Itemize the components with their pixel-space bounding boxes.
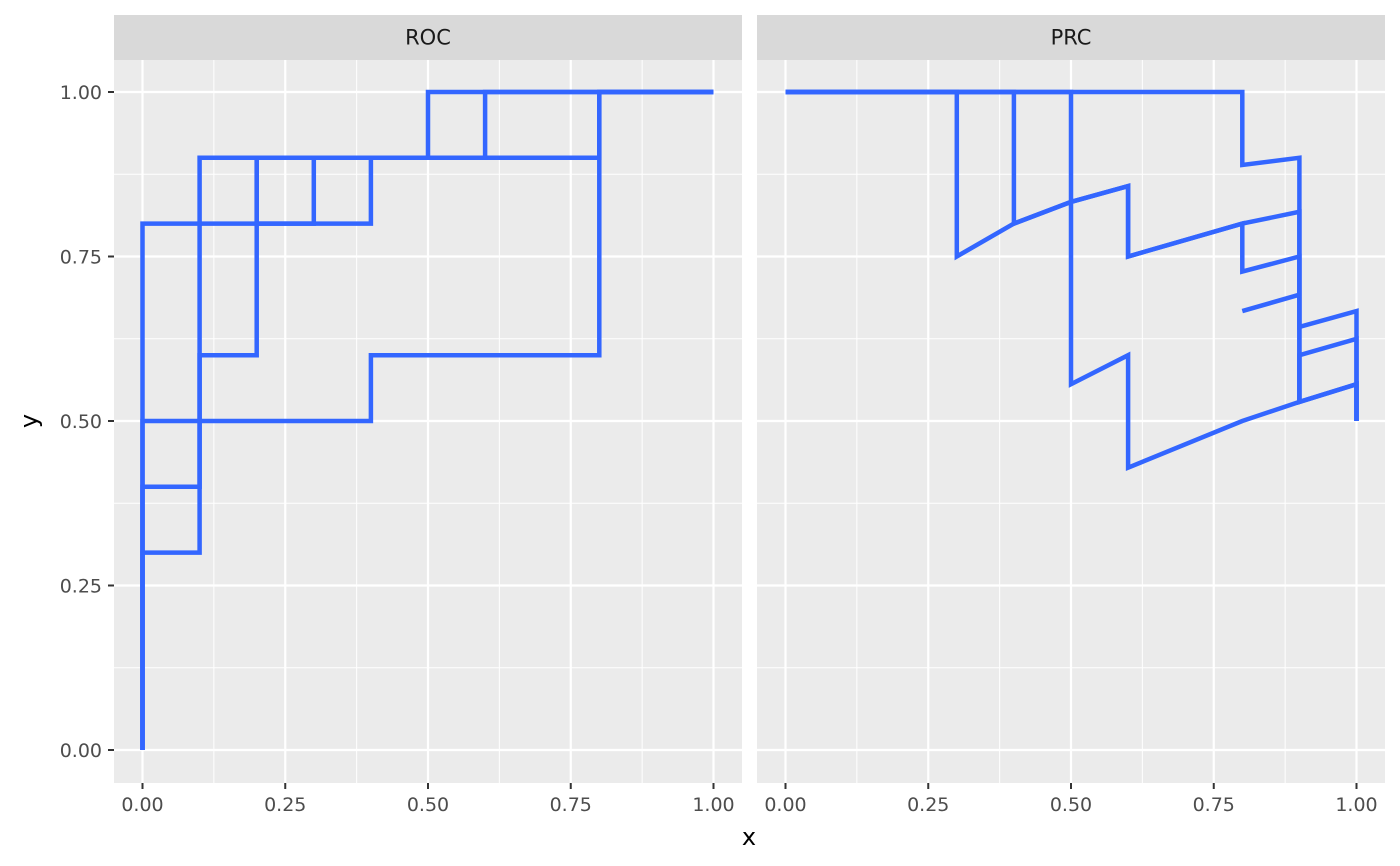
y-axis-title: y — [15, 414, 43, 428]
x-tick-label: 1.00 — [1335, 794, 1377, 816]
x-tick-label: 0.50 — [407, 794, 449, 816]
y-tick-label: 0.75 — [60, 247, 102, 269]
series-line-prc-3 — [785, 89, 1359, 421]
panel-roc: ROC 0.00 0.25 0.50 0.75 1.00 0.00 0.25 0.50 0.75 1… — [60, 15, 742, 816]
x-tick-label: 0.75 — [1193, 794, 1235, 816]
y-tick-label: 0.25 — [60, 576, 102, 598]
facet-strip — [757, 15, 1385, 60]
series-line-prc-4 — [785, 89, 1359, 421]
series-line-roc-4 — [140, 89, 714, 750]
panel-prc: PRC 0.00 0.25 0.50 0.75 1.00 — [757, 15, 1385, 816]
x-axis-title: x — [742, 823, 756, 851]
y-tick-label: 1.00 — [60, 82, 102, 104]
x-tick-label: 0.00 — [121, 794, 163, 816]
x-tick-label: 0.50 — [1050, 794, 1092, 816]
y-tick-label: 0.00 — [60, 740, 102, 762]
y-tick-label: 0.50 — [60, 411, 102, 433]
x-tick-label: 0.75 — [550, 794, 592, 816]
facet-strip-label: ROC — [405, 26, 451, 50]
facet-strip-label: PRC — [1051, 26, 1092, 50]
series-line-roc-2 — [140, 89, 714, 750]
panels-layer: ROC 0.00 0.25 0.50 0.75 1.00 0.00 0.25 0.50 0.75 1… — [60, 15, 1385, 816]
x-tick-label: 0.00 — [764, 794, 806, 816]
facet-strip — [114, 15, 742, 60]
x-tick-label: 1.00 — [692, 794, 734, 816]
x-tick-label: 0.25 — [264, 794, 306, 816]
x-tick-label: 0.25 — [907, 794, 949, 816]
series-line-prc-2 — [785, 89, 1359, 472]
